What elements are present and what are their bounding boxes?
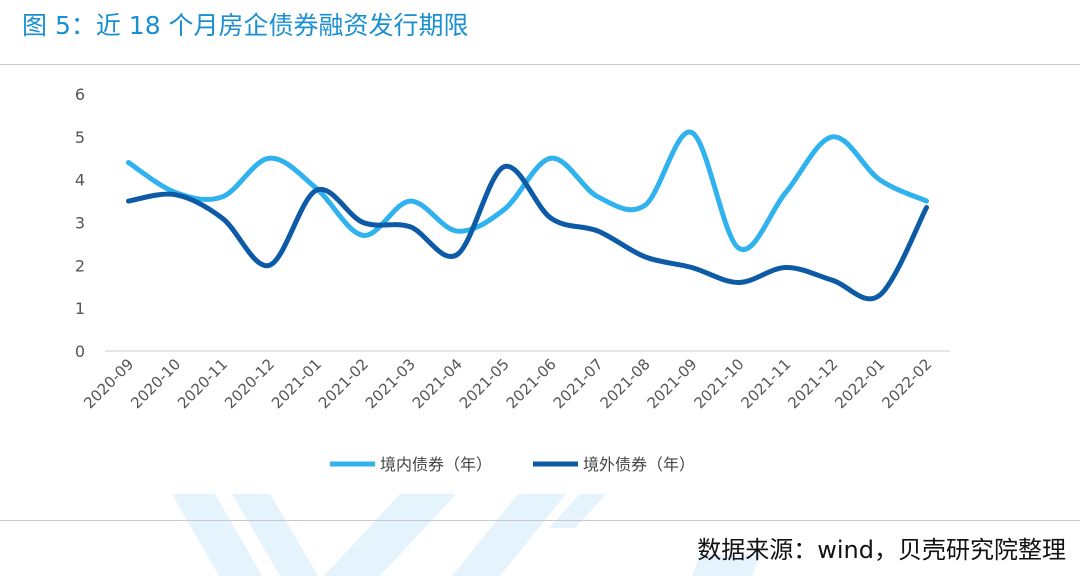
x-tick-label: 2020-09 bbox=[80, 355, 137, 412]
legend-label: 境内债券（年） bbox=[380, 455, 492, 474]
x-tick-label: 2021-01 bbox=[268, 355, 325, 412]
x-tick-label: 2021-03 bbox=[362, 355, 419, 412]
x-tick-label: 2021-09 bbox=[644, 355, 701, 412]
source-note: 数据来源：wind，贝壳研究院整理 bbox=[697, 536, 1066, 564]
y-tick-label: 0 bbox=[75, 342, 85, 361]
x-tick-label: 2021-04 bbox=[409, 355, 466, 412]
x-tick-label: 2022-01 bbox=[831, 355, 888, 412]
y-axis-labels: 0 1 2 3 4 5 6 bbox=[75, 85, 85, 361]
chart-title: 图 5：近 18 个月房企债券融资发行期限 bbox=[22, 11, 469, 40]
x-tick-label: 2021-12 bbox=[784, 355, 841, 412]
y-tick-label: 5 bbox=[75, 128, 85, 147]
x-tick-label: 2021-10 bbox=[691, 355, 748, 412]
x-tick-label: 2020-12 bbox=[221, 355, 278, 412]
legend: 境内债券（年） 境外债券（年） bbox=[330, 455, 695, 474]
y-tick-label: 1 bbox=[75, 299, 85, 318]
x-tick-label: 2021-02 bbox=[315, 355, 372, 412]
y-tick-label: 6 bbox=[75, 85, 85, 104]
bottom-divider bbox=[0, 520, 1080, 521]
x-tick-label: 2021-06 bbox=[503, 355, 560, 412]
x-axis-labels: 2020-092020-102020-112020-122021-012021-… bbox=[80, 355, 935, 412]
y-tick-label: 3 bbox=[75, 214, 85, 233]
x-tick-label: 2020-11 bbox=[174, 355, 231, 412]
x-tick-label: 2021-11 bbox=[737, 355, 794, 412]
x-tick-label: 2020-10 bbox=[127, 355, 184, 412]
series-line-overseas bbox=[125, 163, 930, 302]
x-tick-label: 2021-07 bbox=[550, 355, 607, 412]
x-tick-label: 2022-02 bbox=[878, 355, 935, 412]
top-divider bbox=[0, 64, 1080, 65]
series-line-domestic bbox=[125, 129, 930, 252]
x-tick-label: 2021-08 bbox=[597, 355, 654, 412]
legend-label: 境外债券（年） bbox=[583, 455, 695, 474]
y-tick-label: 2 bbox=[75, 256, 85, 275]
y-tick-label: 4 bbox=[75, 171, 85, 190]
series-lines bbox=[125, 129, 930, 302]
x-tick-label: 2021-05 bbox=[456, 355, 513, 412]
